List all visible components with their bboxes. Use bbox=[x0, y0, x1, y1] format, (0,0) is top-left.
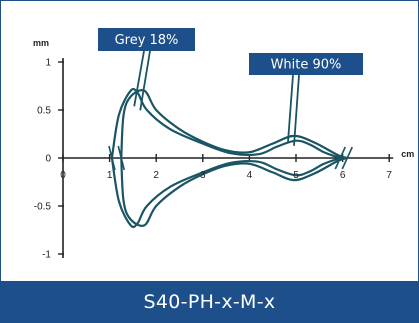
callout-white-90-box bbox=[249, 53, 363, 75]
y-tick-label: -1 bbox=[42, 250, 51, 261]
y-tick-label: 0 bbox=[45, 154, 51, 165]
x-tick-label: 2 bbox=[153, 170, 159, 181]
callout-white-90-leader-2 bbox=[293, 74, 300, 146]
series-grey-18-end-tick bbox=[334, 146, 346, 170]
series-curves bbox=[108, 87, 353, 229]
series-white-90-upper-line bbox=[120, 89, 348, 160]
x-tick-label: 0 bbox=[60, 170, 66, 181]
x-tick-label: 4 bbox=[247, 170, 253, 181]
x-tick-label: 7 bbox=[386, 170, 392, 181]
x-tick-label: 1 bbox=[107, 170, 113, 181]
footer-banner: S40-PH-x-M-x bbox=[1, 281, 418, 322]
x-tick-label: 3 bbox=[200, 170, 206, 181]
callout-white-90-leader bbox=[287, 74, 294, 142]
y-axis-unit: mm bbox=[33, 38, 49, 48]
y-tick-label: -0.5 bbox=[34, 202, 52, 213]
callouts: Grey 18% White 90% bbox=[98, 28, 363, 146]
chart-plot: 0 1 2 3 4 5 6 7 -1 -0.5 0 0.5 1 mm cm Grey 18% White 90… bbox=[33, 28, 414, 261]
callout-grey-18-leader bbox=[133, 50, 145, 107]
callout-grey-18-leader-2 bbox=[139, 50, 151, 111]
y-tick-label: 0.5 bbox=[37, 106, 51, 117]
footer-title: S40-PH-x-M-x bbox=[143, 290, 276, 313]
series-white-90-lower-line bbox=[120, 156, 348, 227]
series-white-90-start-tick bbox=[117, 145, 126, 171]
series-grey-18-upper-line bbox=[110, 87, 341, 160]
callout-grey-18-box bbox=[98, 28, 195, 51]
x-tick-label: 5 bbox=[293, 170, 299, 181]
x-axis-unit: cm bbox=[401, 149, 414, 159]
series-white-90-end-tick bbox=[341, 146, 353, 170]
series-grey-18-lower-line bbox=[110, 156, 341, 229]
tick-labels: 0 1 2 3 4 5 6 7 -1 -0.5 0 0.5 1 mm cm bbox=[33, 38, 414, 261]
x-tick-label: 6 bbox=[340, 170, 346, 181]
callout-grey-18-label: Grey 18% bbox=[115, 33, 179, 48]
callout-white-90-label: White 90% bbox=[271, 58, 342, 73]
y-tick-label: 1 bbox=[45, 58, 51, 69]
series-grey-18-start-tick bbox=[108, 145, 116, 171]
